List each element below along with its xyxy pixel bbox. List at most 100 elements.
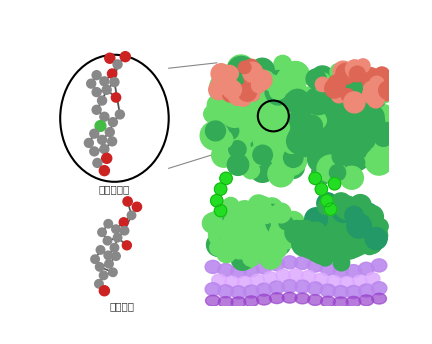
Circle shape (330, 64, 347, 80)
Circle shape (244, 59, 259, 75)
Circle shape (275, 70, 298, 92)
Ellipse shape (327, 276, 342, 287)
Circle shape (270, 83, 286, 99)
Circle shape (206, 121, 226, 141)
Circle shape (104, 219, 112, 228)
Circle shape (325, 79, 344, 98)
Circle shape (91, 255, 99, 264)
Circle shape (368, 235, 382, 250)
Ellipse shape (244, 296, 259, 307)
Circle shape (335, 196, 359, 219)
Circle shape (206, 233, 230, 256)
Circle shape (223, 88, 237, 102)
Ellipse shape (205, 260, 221, 273)
Circle shape (282, 156, 305, 179)
Circle shape (337, 67, 351, 80)
Circle shape (211, 64, 231, 84)
Circle shape (250, 58, 274, 82)
Circle shape (371, 131, 398, 159)
Circle shape (330, 193, 352, 214)
Circle shape (285, 221, 308, 244)
Circle shape (332, 148, 350, 165)
Circle shape (226, 150, 242, 165)
Circle shape (290, 108, 311, 130)
Circle shape (362, 215, 379, 232)
Circle shape (266, 238, 287, 259)
Ellipse shape (231, 297, 246, 308)
Circle shape (227, 240, 246, 260)
Ellipse shape (282, 256, 297, 269)
Circle shape (347, 214, 371, 238)
Circle shape (99, 271, 108, 280)
Circle shape (100, 77, 109, 86)
Circle shape (238, 83, 257, 101)
Circle shape (299, 87, 316, 105)
Circle shape (306, 239, 329, 262)
Circle shape (293, 97, 309, 114)
Circle shape (243, 249, 260, 267)
Circle shape (372, 82, 387, 96)
Ellipse shape (269, 258, 285, 271)
Circle shape (340, 166, 363, 189)
Circle shape (92, 71, 101, 79)
Circle shape (127, 211, 136, 219)
Circle shape (112, 225, 120, 233)
Circle shape (206, 213, 220, 226)
Text: 코르티솔: 코르티솔 (110, 301, 135, 311)
Circle shape (365, 148, 393, 175)
Circle shape (324, 159, 347, 181)
Circle shape (207, 94, 230, 117)
Circle shape (331, 200, 349, 218)
Circle shape (220, 103, 241, 123)
Circle shape (260, 247, 282, 269)
Circle shape (104, 251, 112, 260)
Circle shape (340, 147, 362, 169)
Ellipse shape (244, 264, 259, 277)
Circle shape (204, 105, 221, 123)
Circle shape (367, 220, 382, 235)
Circle shape (279, 216, 293, 230)
Circle shape (318, 198, 334, 215)
Circle shape (288, 108, 308, 127)
Circle shape (211, 77, 229, 95)
Ellipse shape (301, 270, 316, 282)
Circle shape (95, 263, 104, 271)
Circle shape (348, 66, 361, 79)
Circle shape (356, 232, 371, 247)
Circle shape (210, 239, 226, 256)
Ellipse shape (321, 296, 335, 307)
Circle shape (209, 224, 231, 246)
Circle shape (250, 157, 275, 182)
Circle shape (108, 268, 117, 277)
Circle shape (358, 94, 375, 111)
Ellipse shape (295, 293, 310, 304)
Circle shape (215, 213, 235, 234)
Ellipse shape (256, 283, 272, 296)
Circle shape (212, 207, 233, 228)
Circle shape (359, 133, 375, 149)
Ellipse shape (205, 283, 221, 296)
Circle shape (291, 129, 309, 148)
Circle shape (368, 91, 384, 108)
Circle shape (242, 205, 260, 223)
Circle shape (90, 129, 99, 138)
Circle shape (279, 216, 300, 237)
Circle shape (234, 75, 260, 101)
Circle shape (283, 218, 300, 234)
Circle shape (110, 78, 119, 87)
Ellipse shape (359, 262, 374, 275)
Circle shape (369, 74, 387, 91)
Ellipse shape (320, 262, 336, 276)
Circle shape (351, 129, 375, 153)
Circle shape (214, 205, 227, 217)
Circle shape (274, 55, 292, 73)
Circle shape (309, 172, 321, 184)
Circle shape (345, 206, 363, 224)
Ellipse shape (314, 273, 329, 285)
Ellipse shape (372, 282, 387, 295)
Circle shape (214, 239, 232, 256)
Circle shape (267, 231, 289, 254)
Circle shape (227, 154, 249, 175)
Ellipse shape (359, 295, 374, 306)
Circle shape (226, 96, 252, 122)
